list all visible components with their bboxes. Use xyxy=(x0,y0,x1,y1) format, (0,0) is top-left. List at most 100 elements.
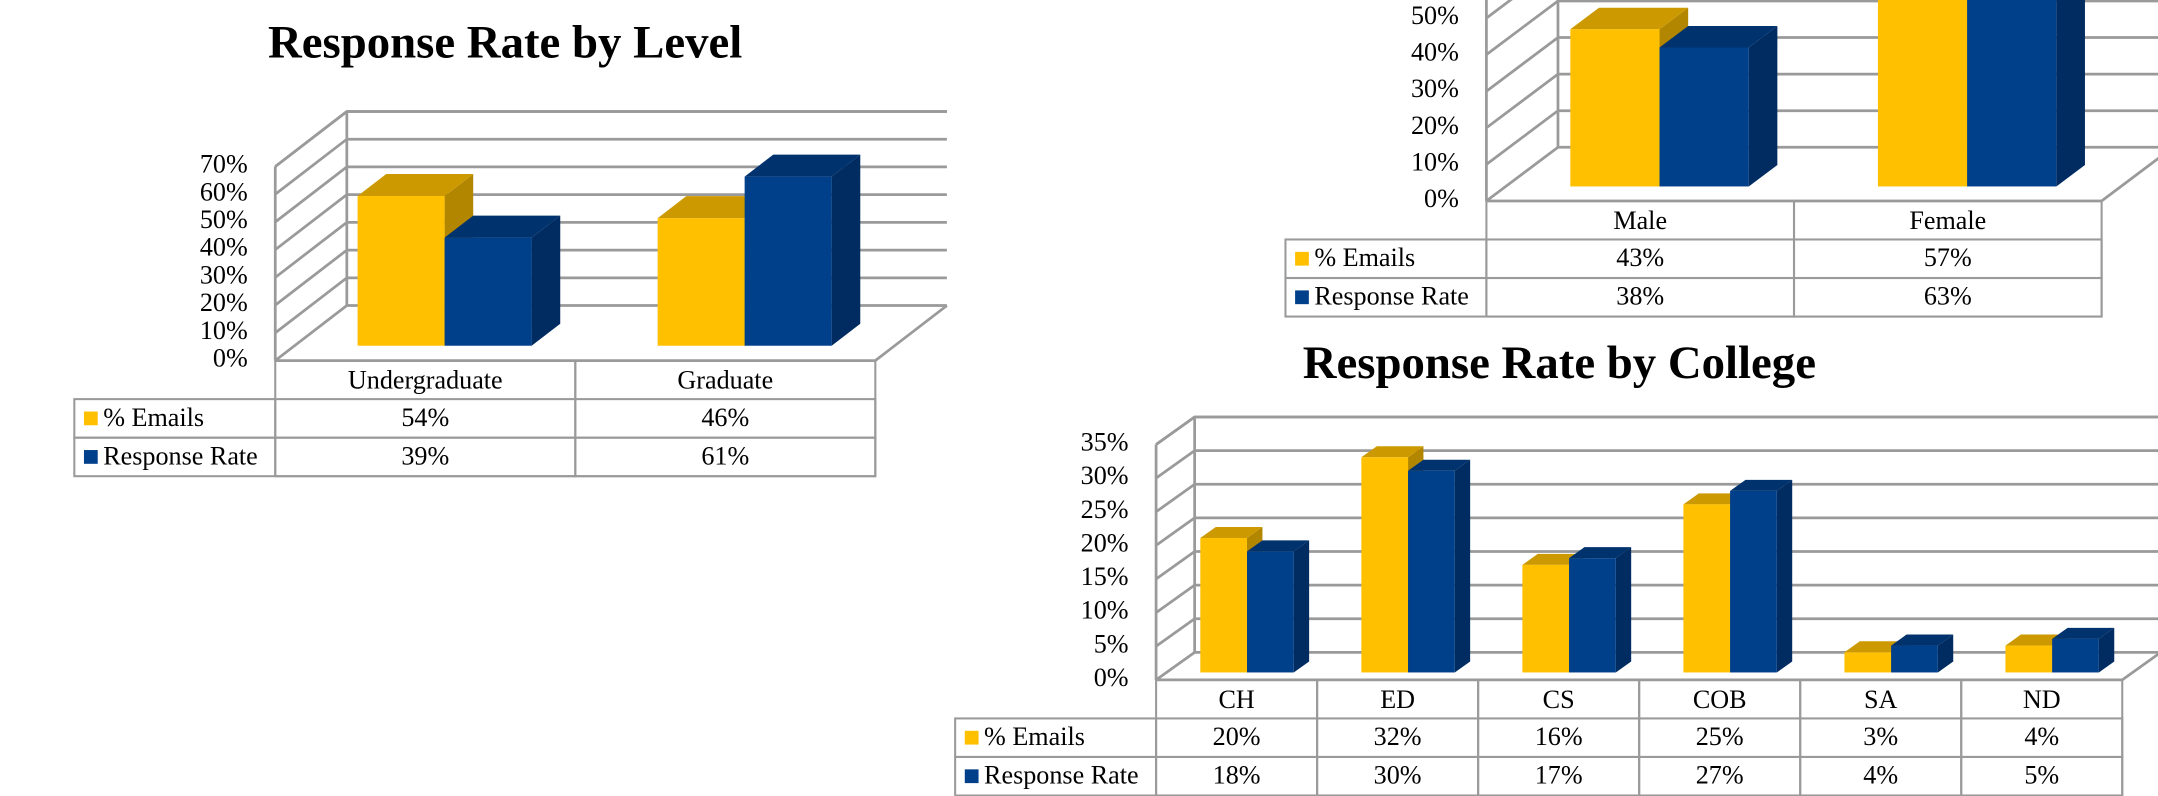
bar xyxy=(2052,638,2099,673)
bar-side xyxy=(2098,627,2115,673)
value-label: 17% xyxy=(1535,761,1583,790)
charts: Response Rate by Level0%10%20%30%40%50%6… xyxy=(73,0,2158,796)
category-label: Graduate xyxy=(677,366,773,395)
grid-line xyxy=(1155,583,2158,614)
bar xyxy=(1877,0,1968,187)
value-label: 46% xyxy=(701,403,749,432)
value-label: 43% xyxy=(1616,243,1664,272)
value-label: 25% xyxy=(1696,722,1744,751)
bar-top xyxy=(1200,526,1263,538)
bar xyxy=(744,176,832,346)
chart-title: Response Rate by Level xyxy=(268,17,742,69)
legend-swatch xyxy=(1295,290,1309,305)
y-tick-label: 50% xyxy=(1411,1,1459,30)
value-label: 3% xyxy=(1863,722,1898,751)
bar-top xyxy=(357,174,474,197)
category-label: Undergraduate xyxy=(348,366,503,395)
value-label: 5% xyxy=(2024,761,2059,790)
category-label: ND xyxy=(2023,685,2061,714)
y-tick-label: 40% xyxy=(200,233,248,262)
legend-label: % Emails xyxy=(984,722,1085,751)
value-label: 16% xyxy=(1535,722,1583,751)
y-tick-label: 15% xyxy=(1081,562,1129,591)
category-label: CS xyxy=(1543,685,1575,714)
category-label: COB xyxy=(1693,685,1747,714)
grid-line xyxy=(1155,516,2158,547)
table-row xyxy=(73,436,877,478)
legend-swatch xyxy=(964,769,979,784)
value-label: 57% xyxy=(1924,243,1972,272)
y-tick-label: 25% xyxy=(1081,495,1129,524)
bar xyxy=(657,218,745,346)
bar-top xyxy=(1408,459,1471,471)
y-tick-label: 10% xyxy=(200,316,248,345)
legend-swatch xyxy=(964,730,979,745)
grid-line xyxy=(274,137,947,196)
bar xyxy=(1844,652,1892,673)
y-tick-label: 50% xyxy=(200,205,248,234)
value-label: 30% xyxy=(1374,761,1422,790)
bar-top xyxy=(444,215,561,238)
bar-side xyxy=(1615,547,1632,673)
bar-top xyxy=(657,196,774,219)
bar xyxy=(357,196,445,346)
bar-top xyxy=(2005,634,2068,646)
bar-side xyxy=(1748,26,1778,187)
bar xyxy=(1967,0,2057,187)
bar xyxy=(1200,537,1248,673)
chart: Response Rate by Level0%10%20%30%40%50%6… xyxy=(73,17,948,478)
y-tick-label: 5% xyxy=(1094,629,1129,658)
bar-side xyxy=(831,154,861,346)
category-label: ED xyxy=(1380,685,1415,714)
value-label: 32% xyxy=(1374,722,1422,751)
bar-top xyxy=(1570,7,1689,30)
y-tick-label: 30% xyxy=(1411,74,1459,103)
value-label: 61% xyxy=(701,441,749,470)
value-label: 4% xyxy=(1863,761,1898,790)
y-tick-label: 35% xyxy=(1081,428,1129,457)
y-tick-label: 10% xyxy=(1411,147,1459,176)
chart: Response Rate by College 0% 5% 10% 15% 20% 25%… xyxy=(954,337,2158,796)
y-tick-label: 0% xyxy=(1424,184,1459,213)
bar xyxy=(1522,564,1570,673)
bar-side xyxy=(2056,0,2085,187)
value-label: 63% xyxy=(1924,282,1972,311)
chart: 0% 10% 20% 30% 40% 50% Male Female % Emails 43% 57… xyxy=(1284,0,2158,318)
bar-top xyxy=(2052,627,2115,639)
bar-top xyxy=(1247,540,1310,552)
y-tick-label: 20% xyxy=(200,288,248,317)
legend-label: Response Rate xyxy=(103,441,258,470)
bar xyxy=(1683,504,1731,673)
bar-top xyxy=(1891,634,1954,646)
grid-line xyxy=(1155,550,2158,581)
y-tick-label: 30% xyxy=(1081,461,1129,490)
bar xyxy=(1891,645,1938,673)
y-tick-label: 40% xyxy=(1411,38,1459,67)
y-tick-label: 20% xyxy=(1411,111,1459,140)
legend-label: % Emails xyxy=(103,403,204,432)
category-label: Female xyxy=(1909,206,1986,235)
category-label: SA xyxy=(1864,685,1898,714)
value-label: 54% xyxy=(401,403,449,432)
bar-side xyxy=(1454,459,1471,673)
bar xyxy=(1570,29,1660,187)
bar-top xyxy=(1683,493,1746,505)
bar-side xyxy=(1937,634,1954,673)
bar-side xyxy=(531,215,561,346)
bar-top xyxy=(1522,553,1585,565)
value-label: 4% xyxy=(2024,722,2059,751)
bar-side xyxy=(1776,479,1793,673)
legend-swatch xyxy=(1295,251,1309,266)
grid-line xyxy=(1155,650,2158,682)
value-label: 20% xyxy=(1213,722,1261,751)
bar-top xyxy=(1730,479,1793,491)
value-label: 38% xyxy=(1616,282,1664,311)
bar-side xyxy=(1293,540,1310,673)
grid-line xyxy=(274,165,947,224)
category-label: Male xyxy=(1613,206,1667,235)
y-tick-label: 70% xyxy=(200,150,248,179)
grid-line xyxy=(1155,482,2158,513)
bar xyxy=(1361,457,1409,673)
y-tick-label: 0% xyxy=(213,344,248,373)
